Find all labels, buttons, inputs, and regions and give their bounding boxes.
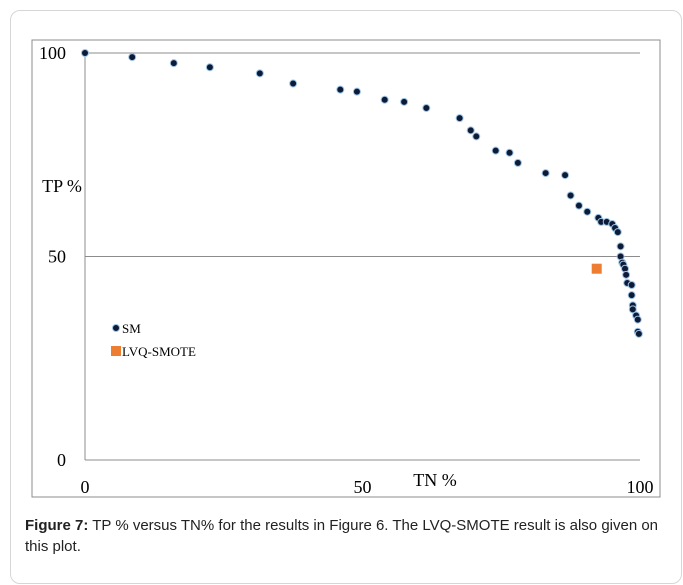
data-point <box>128 53 137 62</box>
legend-symbol <box>111 346 121 356</box>
x-tick-label: 100 <box>627 477 654 497</box>
y-axis-label: TP % <box>42 176 82 196</box>
data-point <box>633 315 642 324</box>
data-point <box>169 59 178 68</box>
chart-border <box>31 39 661 498</box>
data-point <box>622 270 631 279</box>
data-point <box>455 114 464 123</box>
data-point <box>255 69 264 78</box>
x-tick-label: 50 <box>354 477 372 497</box>
data-point <box>561 171 570 180</box>
data-point <box>491 146 500 155</box>
y-tick-label: 50 <box>48 247 66 267</box>
data-point <box>380 95 389 104</box>
legend-label: LVQ-SMOTE <box>122 344 196 359</box>
legend-symbol <box>112 324 120 332</box>
data-point <box>574 201 583 210</box>
data-point <box>422 103 431 112</box>
data-point <box>472 132 481 141</box>
data-point <box>336 85 345 94</box>
data-point <box>616 242 625 251</box>
data-point <box>627 291 636 300</box>
caption-label: Figure 7: <box>25 517 89 534</box>
data-point <box>591 263 602 274</box>
data-point <box>566 191 575 200</box>
data-point <box>613 228 622 237</box>
data-point <box>400 97 409 106</box>
data-point <box>583 207 592 216</box>
data-point <box>505 148 514 157</box>
data-point <box>513 158 522 167</box>
data-point <box>634 329 643 338</box>
data-point <box>205 63 214 72</box>
data-point <box>289 79 298 88</box>
data-point <box>81 49 89 57</box>
data-point <box>541 169 550 178</box>
caption-text: TP % versus TN% for the results in Figur… <box>25 517 659 555</box>
data-point <box>628 305 637 314</box>
data-point <box>627 280 636 289</box>
caption: Figure 7: TP % versus TN% for the result… <box>25 515 670 557</box>
x-axis-label: TN % <box>413 470 457 490</box>
x-tick-label: 0 <box>81 477 90 497</box>
data-point <box>466 126 475 135</box>
figure-frame <box>10 10 682 584</box>
y-tick-label: 0 <box>57 450 66 470</box>
legend-label: SM <box>122 321 141 336</box>
data-point <box>352 87 361 96</box>
y-tick-label: 100 <box>39 43 66 63</box>
